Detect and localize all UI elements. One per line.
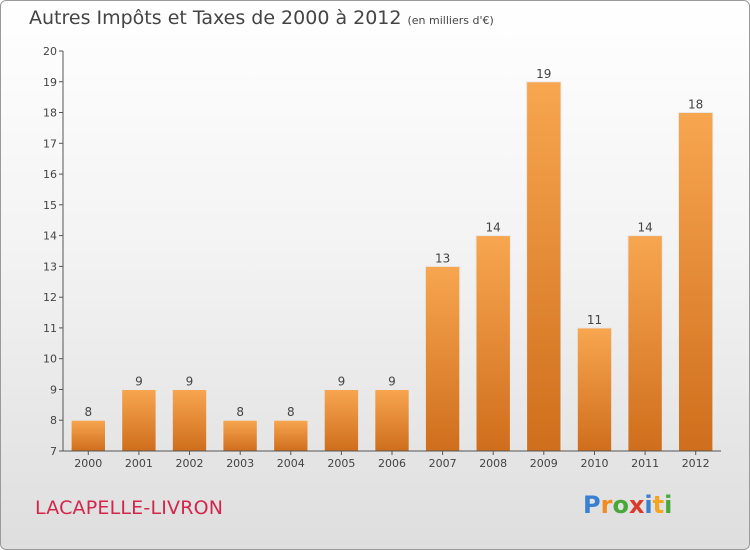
logo-letter: i [644, 491, 653, 519]
bar-2006 [374, 389, 410, 452]
y-tick-16: 16 [43, 168, 57, 181]
x-tick-2002: 2002 [176, 457, 204, 470]
logo-letter: i [664, 491, 673, 519]
y-tick-7: 7 [50, 445, 57, 458]
bar-2010 [576, 327, 613, 452]
bar-2002 [171, 389, 208, 452]
location-name: LACAPELLE-LIVRON [35, 497, 224, 519]
bar-2005 [323, 389, 360, 452]
x-tick-2008: 2008 [479, 457, 507, 470]
data-label-2010: 11 [587, 313, 602, 327]
bar-2011 [627, 235, 663, 452]
x-tick-2000: 2000 [74, 457, 102, 470]
logo-letter: r [600, 491, 613, 519]
y-tick-15: 15 [43, 199, 57, 212]
y-tick-10: 10 [43, 353, 57, 366]
data-label-2012: 18 [688, 98, 703, 112]
bar-2009 [526, 81, 562, 452]
data-label-2009: 19 [536, 67, 551, 81]
y-tick-9: 9 [50, 384, 57, 397]
data-label-2003: 8 [236, 405, 244, 419]
x-tick-2011: 2011 [631, 457, 659, 470]
bar-2008 [475, 235, 511, 452]
y-tick-18: 18 [43, 107, 57, 120]
bar-2003 [222, 419, 258, 452]
chart-title-main: Autres Impôts et Taxes de 2000 à 2012 [29, 7, 402, 29]
logo-letter: o [612, 491, 629, 519]
data-label-2008: 14 [486, 221, 501, 235]
logo-letter: x [628, 491, 645, 519]
data-label-2002: 9 [186, 375, 194, 389]
data-label-2000: 8 [84, 405, 92, 419]
y-tick-8: 8 [50, 414, 57, 427]
data-label-2011: 14 [637, 221, 652, 235]
x-tick-2007: 2007 [429, 457, 457, 470]
y-tick-12: 12 [43, 291, 57, 304]
y-tick-14: 14 [43, 230, 57, 243]
bar-2001 [121, 389, 157, 452]
bar-2000 [70, 419, 106, 452]
logo-letter: P [583, 491, 601, 519]
bars-group: 8 9 9 8 8 9 9 13 14 19 11 14 18 [70, 67, 714, 452]
proxiti-logo[interactable]: Proxiti [583, 491, 672, 519]
y-tick-19: 19 [43, 76, 57, 89]
x-tick-2004: 2004 [277, 457, 305, 470]
chart-title-unit: (en milliers d'€) [407, 14, 494, 27]
x-tick-2010: 2010 [581, 457, 609, 470]
bar-2012 [678, 112, 714, 452]
y-tick-11: 11 [43, 322, 57, 335]
data-label-2004: 8 [287, 405, 295, 419]
chart-title: Autres Impôts et Taxes de 2000 à 2012 (en… [29, 7, 494, 29]
x-tick-2009: 2009 [530, 457, 558, 470]
data-label-2001: 9 [135, 375, 143, 389]
x-tick-2003: 2003 [226, 457, 254, 470]
data-label-2005: 9 [338, 375, 346, 389]
data-label-2006: 9 [388, 375, 396, 389]
bar-2004 [273, 419, 309, 452]
x-tick-2012: 2012 [682, 457, 710, 470]
y-tick-20: 20 [43, 45, 57, 58]
axes-group: 2000 2001 2002 2003 2004 2005 2006 2007 2008 2009… [43, 45, 721, 470]
x-tick-2006: 2006 [378, 457, 406, 470]
bar-2007 [424, 265, 461, 452]
data-label-2007: 13 [435, 251, 450, 265]
x-tick-2005: 2005 [327, 457, 355, 470]
logo-letter: t [652, 491, 665, 519]
y-tick-17: 17 [43, 137, 57, 150]
x-tick-2001: 2001 [125, 457, 153, 470]
y-tick-13: 13 [43, 260, 57, 273]
